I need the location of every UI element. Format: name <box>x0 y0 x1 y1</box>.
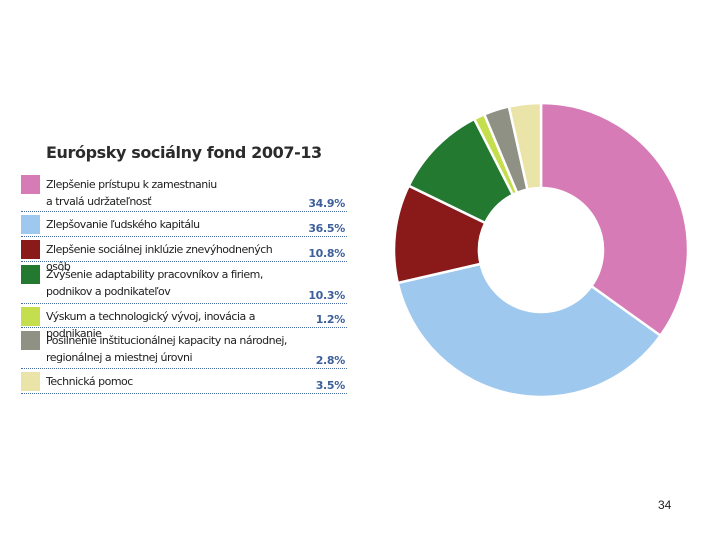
legend-item-social-inclusion: Zlepšenie sociálnej inklúzie znevýhodnen… <box>21 237 347 273</box>
slice-technical <box>507 101 543 191</box>
slide-number: 34 <box>658 498 672 512</box>
legend-item-human-capital: Zlepšovanie ľudského kapitálu 36.5% <box>21 212 347 237</box>
legend-value: 1.2% <box>315 313 346 326</box>
legend-label: Zlepšenie sociálnej inklúzie znevýhodnen… <box>46 243 273 273</box>
legend-swatch <box>21 331 40 350</box>
legend-label: Posilnenie inštitucionálnej kapacity na … <box>46 334 287 364</box>
legend-swatch <box>21 265 40 284</box>
legend-swatch <box>21 175 40 194</box>
legend-item-employment: Zlepšenie prístupu k zamestnaniu a trval… <box>21 172 347 212</box>
legend-swatch <box>21 372 40 391</box>
slice-employment <box>539 101 690 338</box>
legend-value: 36.5% <box>308 222 345 235</box>
legend-value: 34.9% <box>308 197 345 210</box>
slice-human-capital <box>396 262 663 399</box>
legend-item-institutional: Posilnenie inštitucionálnej kapacity na … <box>21 328 347 369</box>
legend-label: Zvýšenie adaptability pracovníkov a firi… <box>46 268 263 298</box>
legend-item-research: Výskum a technologický vývoj, inovácia a… <box>21 304 347 340</box>
chart-legend: Zlepšenie prístupu k zamestnaniu a trval… <box>21 172 347 394</box>
legend-label: Zlepšenie prístupu k zamestnaniu a trval… <box>46 178 217 208</box>
legend-label: Zlepšovanie ľudského kapitálu <box>46 218 200 231</box>
chart-title: Európsky sociálny fond 2007-13 <box>46 143 322 162</box>
legend-swatch <box>21 307 40 326</box>
legend-value: 10.8% <box>308 247 345 260</box>
legend-value: 10.3% <box>308 289 345 302</box>
legend-item-technical: Technická pomoc 3.5% <box>21 369 347 394</box>
donut-chart <box>392 101 690 399</box>
legend-item-adaptability: Zvýšenie adaptability pracovníkov a firi… <box>21 262 347 304</box>
legend-label: Výskum a technologický vývoj, inovácia a… <box>46 310 255 340</box>
legend-swatch <box>21 215 40 234</box>
legend-value: 3.5% <box>315 379 346 392</box>
legend-value: 2.8% <box>315 354 346 367</box>
legend-label: Technická pomoc <box>46 375 133 388</box>
legend-swatch <box>21 240 40 259</box>
